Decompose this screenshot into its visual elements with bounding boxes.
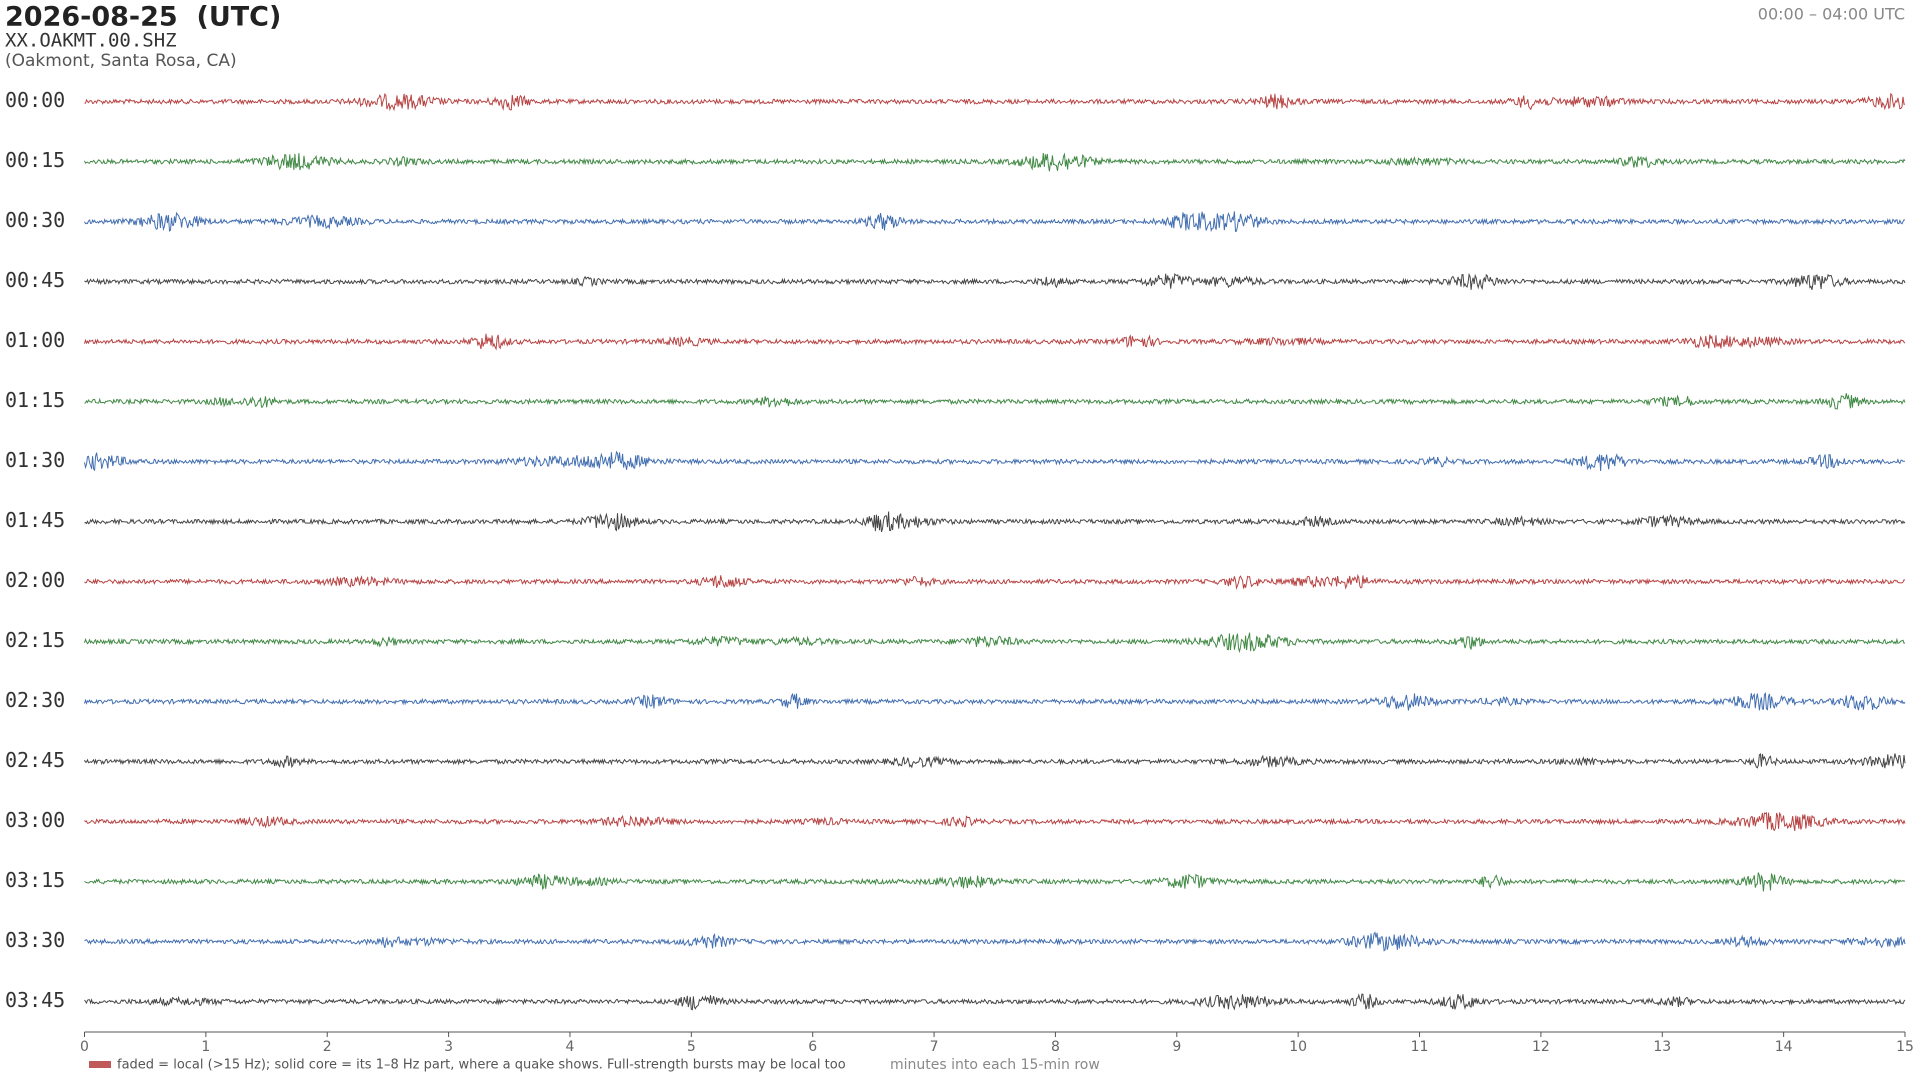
x-tick-label: 8: [1051, 1039, 1060, 1055]
row-label: 00:30: [5, 208, 65, 232]
title: 2026-08-25 (UTC): [5, 2, 281, 33]
x-tick-label: 15: [1896, 1039, 1914, 1055]
x-tick-label: 5: [687, 1039, 696, 1055]
x-tick-label: 13: [1653, 1039, 1671, 1055]
trace: [84, 333, 1906, 351]
row-label: 00:45: [5, 268, 65, 292]
row-label: 03:00: [5, 808, 65, 832]
trace: [84, 692, 1906, 711]
x-tick-label: 1: [201, 1039, 210, 1055]
row-label: 02:15: [5, 628, 65, 652]
x-tick-label: 4: [566, 1039, 575, 1055]
trace: [84, 211, 1905, 233]
trace: [84, 573, 1906, 590]
trace: [84, 811, 1906, 832]
x-tick-label: 2: [323, 1039, 332, 1055]
trace: [84, 511, 1906, 533]
x-tick-label: 12: [1532, 1039, 1550, 1055]
trace: [84, 993, 1906, 1011]
x-tick-label: 9: [1172, 1039, 1181, 1055]
row-label: 01:15: [5, 388, 65, 412]
location: (Oakmont, Santa Rosa, CA): [5, 51, 237, 71]
station: XX.OAKMT.00.SHZ: [5, 30, 177, 52]
trace: [84, 632, 1906, 654]
row-label: 02:45: [5, 748, 65, 772]
x-tick-label: 10: [1289, 1039, 1307, 1055]
row-label: 01:00: [5, 328, 65, 352]
row-label: 02:30: [5, 688, 65, 712]
legend-swatch: [89, 1061, 111, 1068]
row-label: 03:30: [5, 928, 65, 952]
trace: [84, 393, 1906, 410]
time-range: 00:00 – 04:00 UTC: [1758, 5, 1905, 24]
trace: [84, 872, 1906, 892]
x-tick-label: 11: [1411, 1039, 1429, 1055]
row-label: 00:00: [5, 88, 65, 112]
x-tick-label: 7: [930, 1039, 939, 1055]
trace: [84, 450, 1906, 472]
x-tick-label: 0: [80, 1039, 89, 1055]
row-label: 03:15: [5, 868, 65, 892]
row-label: 00:15: [5, 148, 65, 172]
trace: [84, 152, 1906, 172]
x-tick-label: 3: [444, 1039, 453, 1055]
trace: [84, 272, 1906, 291]
trace: [84, 92, 1906, 112]
x-tick-label: 6: [808, 1039, 817, 1055]
row-label: 01:30: [5, 448, 65, 472]
row-label: 01:45: [5, 508, 65, 532]
trace: [84, 752, 1906, 770]
trace: [84, 931, 1906, 952]
x-tick-label: 14: [1775, 1039, 1793, 1055]
row-label: 03:45: [5, 988, 65, 1012]
x-axis-title: minutes into each 15-min row: [890, 1057, 1100, 1073]
legend-text: faded = local (>15 Hz); solid core = its…: [117, 1058, 846, 1073]
row-label: 02:00: [5, 568, 65, 592]
